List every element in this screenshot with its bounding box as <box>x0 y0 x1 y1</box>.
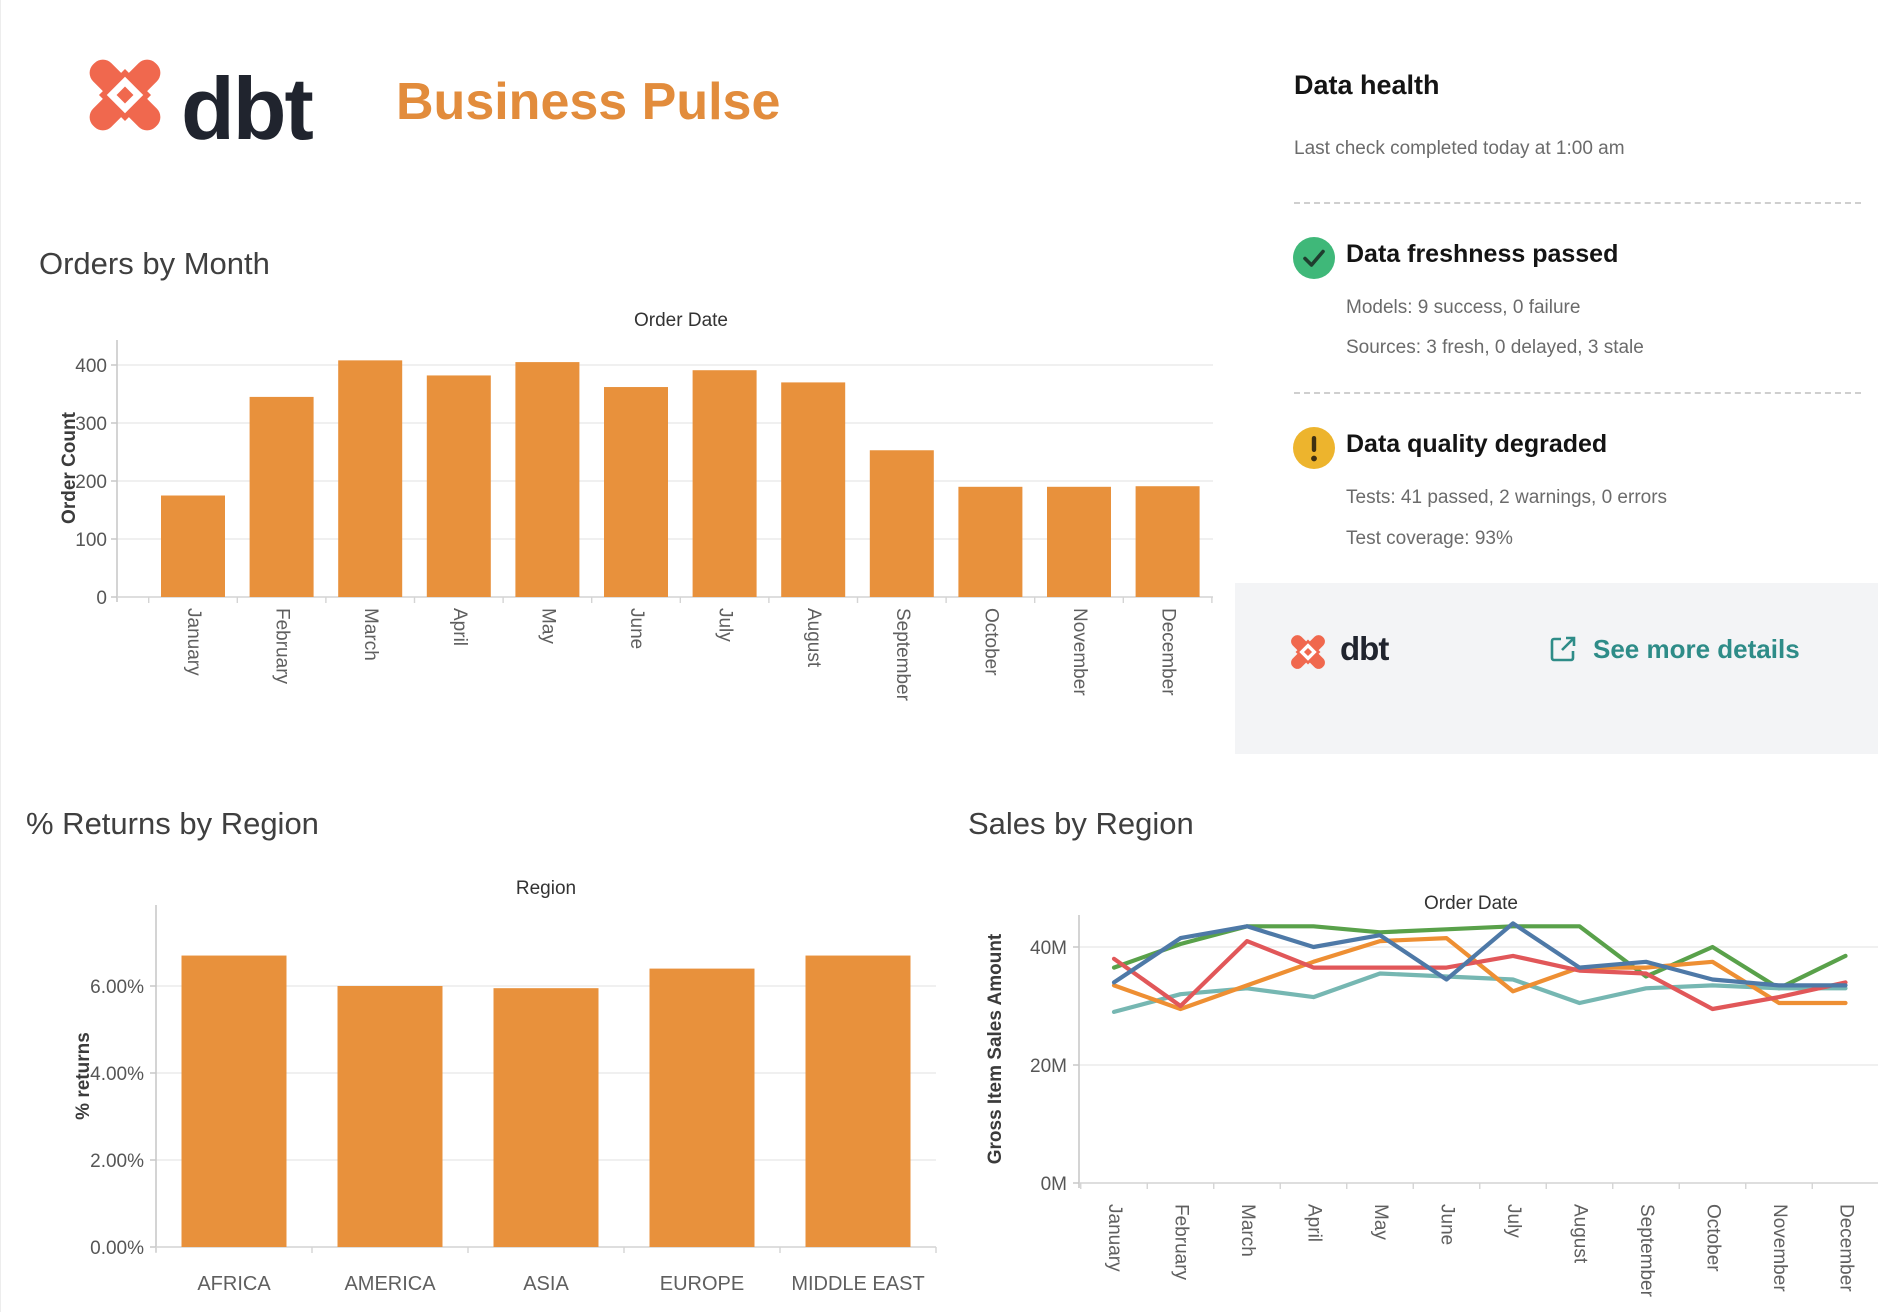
dbt-footer-wordmark: dbt <box>1340 630 1389 667</box>
sales-by-region-chart[interactable]: Order Date 0M 20M 40M January February March Ap… <box>961 880 1878 1312</box>
returns-by-region-title: % Returns by Region <box>26 806 319 841</box>
svg-text:AMERICA: AMERICA <box>344 1273 436 1295</box>
bar-MIDDLE EAST[interactable] <box>805 955 911 1247</box>
see-more-details-link[interactable]: See more details <box>1547 633 1800 665</box>
page-title: Business Pulse <box>396 73 781 131</box>
line-series-red[interactable] <box>1111 938 1848 1012</box>
bar-January[interactable] <box>161 495 225 598</box>
bar-November[interactable] <box>1047 486 1111 597</box>
svg-text:2.00%: 2.00% <box>90 1151 144 1172</box>
svg-text:September: September <box>892 608 913 702</box>
svg-text:April: April <box>449 608 470 646</box>
bar-AMERICA[interactable] <box>337 986 443 1247</box>
svg-text:100: 100 <box>75 530 107 551</box>
svg-text:Gross Item Sales Amount: Gross Item Sales Amount <box>985 933 1006 1164</box>
svg-text:ASIA: ASIA <box>523 1273 569 1295</box>
dbt-logo-icon <box>1291 635 1325 669</box>
sales-by-region-title: Sales by Region <box>968 806 1194 841</box>
data-health-last-check: Last check completed today at 1:00 am <box>1294 138 1625 159</box>
svg-text:March: March <box>1237 1204 1258 1257</box>
bar-June[interactable] <box>604 387 668 597</box>
svg-text:6.00%: 6.00% <box>90 977 144 998</box>
bar-September[interactable] <box>869 450 934 597</box>
bar-EUROPE[interactable] <box>649 968 755 1247</box>
svg-text:July: July <box>715 608 736 642</box>
svg-text:0M: 0M <box>1041 1174 1067 1195</box>
data-health-footer <box>1235 583 1878 754</box>
freshness-sources-line: Sources: 3 fresh, 0 delayed, 3 stale <box>1346 337 1644 358</box>
svg-text:200: 200 <box>75 472 107 493</box>
svg-text:Order Date: Order Date <box>1424 893 1518 914</box>
line-series-blue[interactable] <box>1111 921 1848 988</box>
svg-text:0.00%: 0.00% <box>90 1238 144 1259</box>
bar-October[interactable] <box>958 486 1023 597</box>
quality-coverage-line: Test coverage: 93% <box>1346 528 1513 549</box>
bar-May[interactable] <box>515 362 580 597</box>
svg-text:February: February <box>1171 1204 1192 1281</box>
bar-April[interactable] <box>426 375 491 597</box>
svg-text:300: 300 <box>75 414 107 435</box>
svg-text:October: October <box>1703 1204 1724 1272</box>
bar-December[interactable] <box>1135 486 1200 597</box>
dbt-wordmark: dbt <box>181 59 314 158</box>
svg-text:4.00%: 4.00% <box>90 1064 144 1085</box>
svg-text:July: July <box>1503 1204 1524 1238</box>
see-more-details-label: See more details <box>1593 633 1800 664</box>
bar-February[interactable] <box>249 396 314 597</box>
svg-text:February: February <box>272 608 293 685</box>
svg-text:400: 400 <box>75 356 107 377</box>
svg-text:April: April <box>1304 1204 1325 1242</box>
svg-text:0: 0 <box>96 588 107 609</box>
svg-text:MIDDLE EAST: MIDDLE EAST <box>791 1273 924 1295</box>
svg-text:Order Date: Order Date <box>634 310 728 331</box>
returns-by-region-chart[interactable]: Region 0.00% 2.00% 4.00% 6.00% AFRICA AMERICA A… <box>61 870 961 1312</box>
svg-text:January: January <box>183 608 204 676</box>
svg-text:June: June <box>1437 1204 1458 1245</box>
svg-text:January: January <box>1104 1204 1125 1272</box>
freshness-models-line: Models: 9 success, 0 failure <box>1346 297 1581 318</box>
svg-text:August: August <box>803 608 824 668</box>
svg-text:Region: Region <box>516 878 576 899</box>
warning-circle-icon <box>1293 427 1335 469</box>
line-series-orange[interactable] <box>1111 935 1848 1012</box>
bar-July[interactable] <box>692 370 757 597</box>
svg-text:November: November <box>1769 1204 1790 1292</box>
check-circle-icon <box>1293 237 1335 279</box>
bar-August[interactable] <box>781 382 846 597</box>
svg-text:December: December <box>1158 608 1179 696</box>
svg-text:September: September <box>1636 1204 1657 1298</box>
data-health-title: Data health <box>1294 70 1440 100</box>
divider <box>1294 202 1861 204</box>
svg-text:May: May <box>537 608 558 644</box>
svg-text:May: May <box>1370 1204 1391 1240</box>
freshness-title: Data freshness passed <box>1346 240 1619 268</box>
svg-text:December: December <box>1836 1204 1857 1292</box>
svg-text:June: June <box>626 608 647 649</box>
bar-March[interactable] <box>338 360 403 597</box>
orders-by-month-title: Orders by Month <box>39 246 270 281</box>
divider <box>1294 392 1861 394</box>
svg-text:% returns: % returns <box>73 1032 94 1120</box>
svg-text:EUROPE: EUROPE <box>660 1273 744 1295</box>
svg-text:AFRICA: AFRICA <box>197 1273 271 1295</box>
svg-text:20M: 20M <box>1030 1056 1067 1077</box>
external-link-icon <box>1550 636 1576 662</box>
dbt-logo-icon <box>89 59 161 131</box>
svg-text:40M: 40M <box>1030 938 1067 959</box>
svg-text:October: October <box>980 608 1001 676</box>
quality-tests-line: Tests: 41 passed, 2 warnings, 0 errors <box>1346 487 1668 508</box>
bar-ASIA[interactable] <box>493 988 599 1247</box>
svg-text:August: August <box>1570 1204 1591 1264</box>
svg-text:November: November <box>1069 608 1090 696</box>
orders-by-month-chart[interactable]: Order Date 0 100 200 300 400 January February Ma… <box>51 300 1221 770</box>
svg-text:Order Count: Order Count <box>59 411 80 524</box>
quality-title: Data quality degraded <box>1346 430 1608 458</box>
bar-AFRICA[interactable] <box>181 955 287 1247</box>
svg-text:March: March <box>360 608 381 661</box>
